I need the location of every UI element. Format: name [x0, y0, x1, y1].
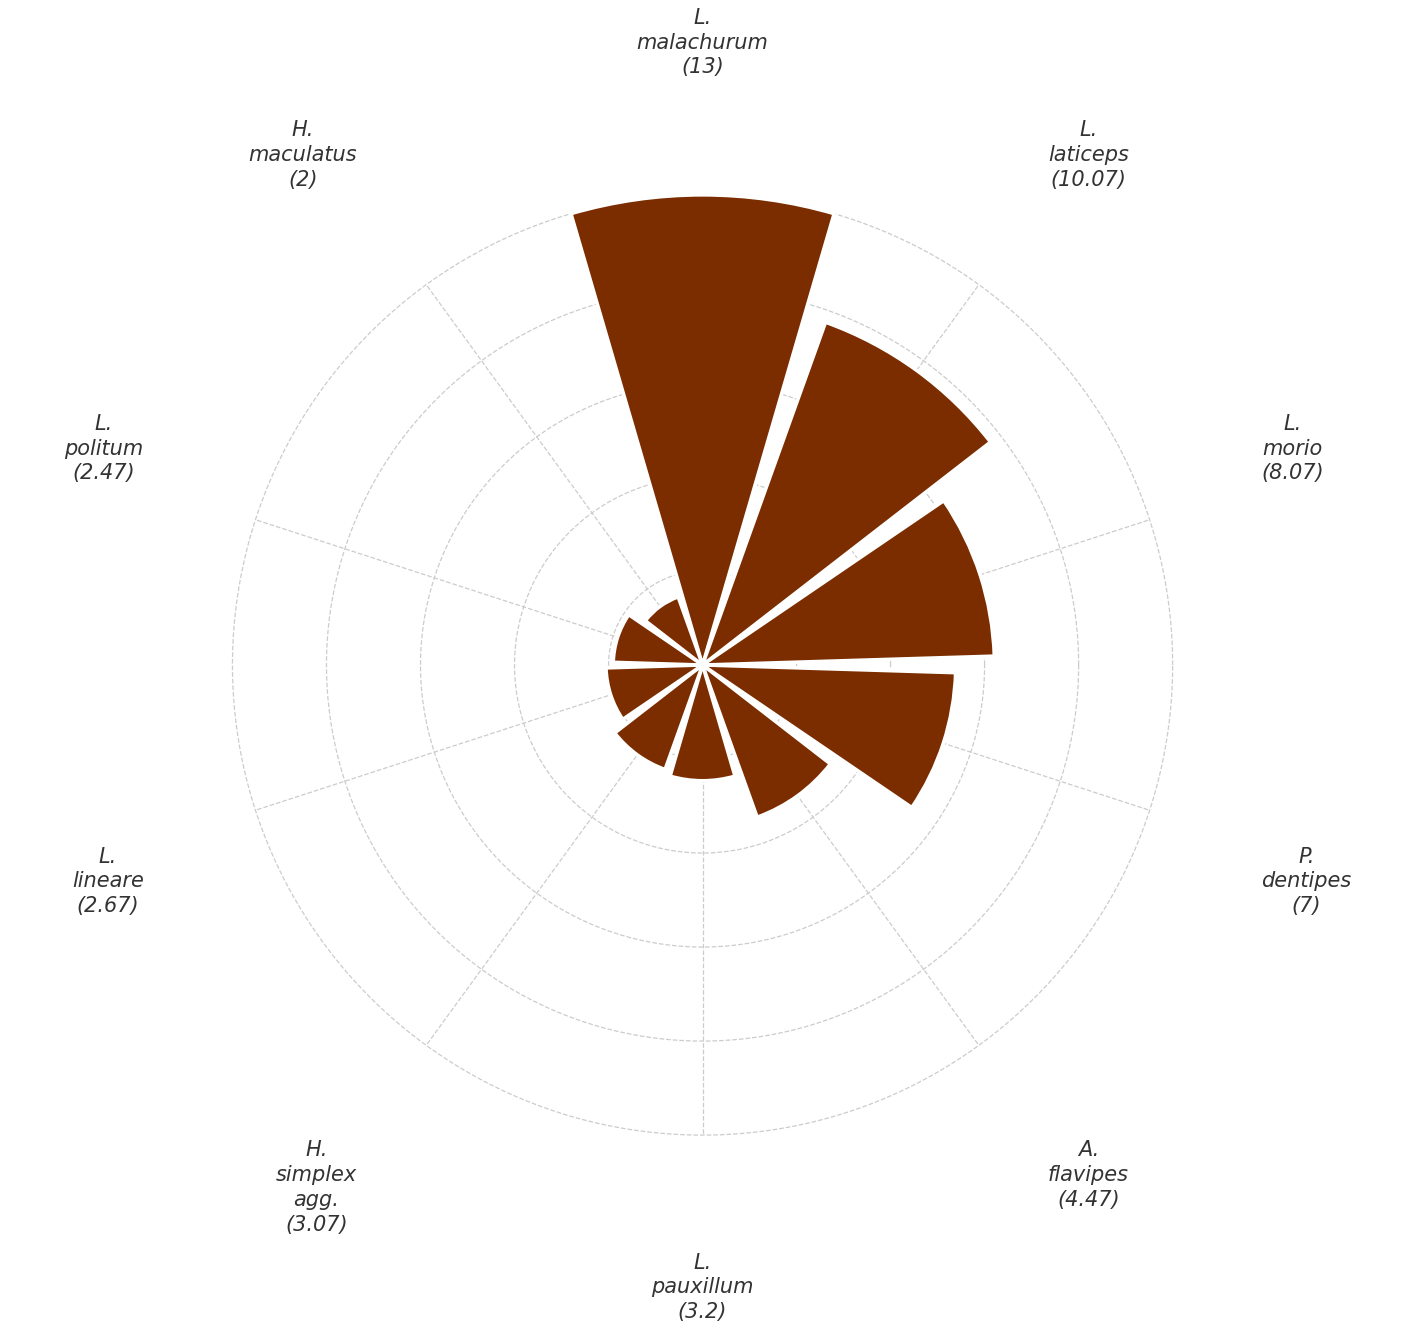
- Wedge shape: [570, 196, 834, 665]
- Wedge shape: [614, 665, 703, 770]
- Wedge shape: [703, 665, 830, 817]
- Wedge shape: [703, 322, 990, 665]
- Text: L.
lineare
(2.67): L. lineare (2.67): [72, 847, 144, 916]
- Text: A.
flavipes
(4.47): A. flavipes (4.47): [1048, 1140, 1130, 1210]
- Text: P.
dentipes
(7): P. dentipes (7): [1261, 847, 1351, 916]
- Wedge shape: [703, 665, 956, 807]
- Text: H.
maculatus
(2): H. maculatus (2): [249, 120, 357, 190]
- Wedge shape: [703, 501, 994, 665]
- Wedge shape: [671, 665, 734, 781]
- Text: L.
politum
(2.47): L. politum (2.47): [65, 414, 144, 483]
- Text: L.
pauxillum
(3.2): L. pauxillum (3.2): [651, 1253, 754, 1322]
- Text: L.
morio
(8.07): L. morio (8.07): [1261, 414, 1324, 483]
- Wedge shape: [606, 665, 703, 720]
- Wedge shape: [613, 614, 703, 665]
- Text: L.
laticeps
(10.07): L. laticeps (10.07): [1048, 120, 1128, 190]
- Text: H.
simplex
agg.
(3.07): H. simplex agg. (3.07): [275, 1140, 357, 1234]
- Wedge shape: [645, 597, 703, 665]
- Text: L.
malachurum
(13): L. malachurum (13): [637, 8, 768, 77]
